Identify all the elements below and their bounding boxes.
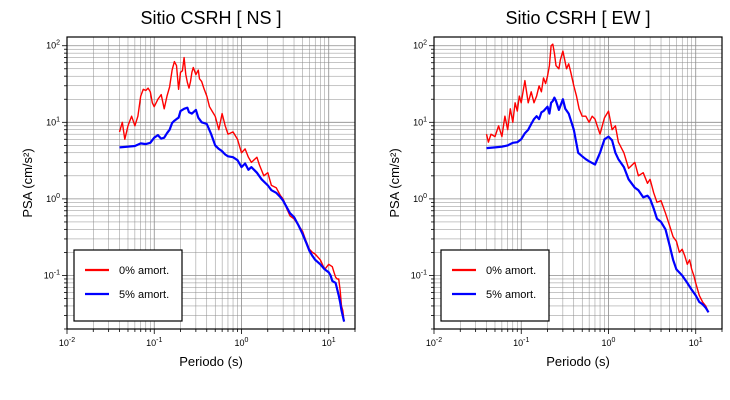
series-line-damping-5: [119, 106, 346, 322]
x-tick-label: 101: [322, 337, 336, 348]
legend-label: 5% amort.: [486, 289, 536, 301]
legend-box: [440, 249, 550, 322]
x-axis-label: Periodo (s): [179, 354, 243, 369]
y-tick-label: 100: [46, 193, 60, 204]
y-tick-label: 102: [46, 40, 60, 51]
axis-ticks: [62, 45, 356, 334]
y-tick-label: 100: [413, 193, 427, 204]
y-tick-label: 10-1: [44, 269, 60, 280]
x-tick-label: 100: [602, 337, 616, 348]
x-axis-label: Periodo (s): [546, 354, 610, 369]
x-tick-label: 10-1: [146, 337, 162, 348]
grid: [66, 37, 356, 330]
y-tick-label: 102: [413, 40, 427, 51]
legend-label: 0% amort.: [486, 265, 536, 277]
legend: 0% amort. 5% amort.: [73, 249, 183, 322]
series-line-damping-0: [485, 43, 710, 313]
y-tick-label: 10-1: [411, 269, 427, 280]
axis-ticks: [429, 45, 723, 334]
legend: 0% amort. 5% amort.: [440, 249, 550, 322]
legend-label: 5% amort.: [119, 289, 169, 301]
chart-panel-ew: 10-2 10-1 100 101 10-1 100 101 102 Sitio CSRH [ …: [387, 8, 723, 369]
series-line-damping-5: [486, 96, 710, 313]
legend-label: 0% amort.: [119, 265, 169, 277]
chart-title: Sitio CSRH [ NS ]: [140, 8, 281, 28]
y-axis-label: PSA (cm/s²): [387, 148, 402, 217]
plot-frame: [66, 36, 356, 330]
chart-panel-ns: 10-2 10-1 100 101 10-1 100 101 102 Sitio CSRH [ …: [20, 8, 356, 369]
plot-frame: [433, 36, 723, 330]
y-tick-label: 101: [413, 116, 427, 127]
y-axis-label: PSA (cm/s²): [20, 148, 35, 217]
chart-title: Sitio CSRH [ EW ]: [505, 8, 650, 28]
x-tick-label: 101: [689, 337, 703, 348]
legend-box: [73, 249, 183, 322]
x-tick-label: 10-2: [59, 337, 75, 348]
y-tick-label: 101: [46, 116, 60, 127]
series-line-damping-0: [118, 56, 345, 322]
x-tick-label: 10-1: [513, 337, 529, 348]
x-tick-label: 100: [235, 337, 249, 348]
x-tick-label: 10-2: [426, 337, 442, 348]
